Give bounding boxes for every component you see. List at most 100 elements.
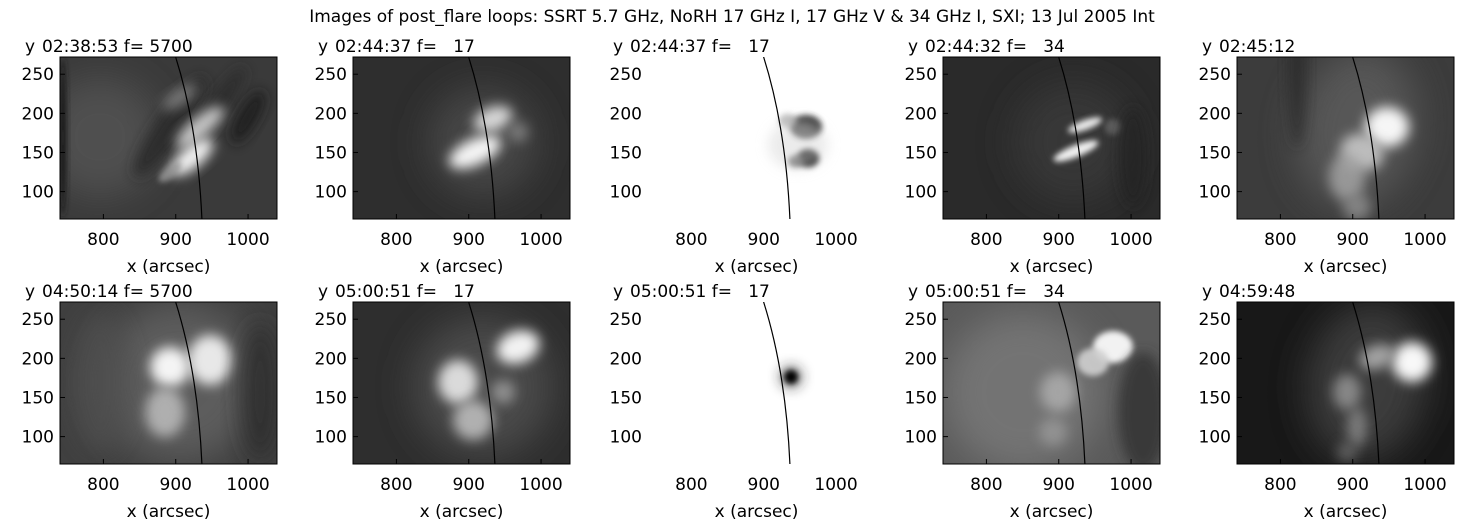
- x-axis-label: x (arcsec): [420, 502, 504, 522]
- emission-source: [473, 105, 513, 133]
- y-tick-label: 150: [22, 388, 54, 408]
- y-tick-label: 250: [610, 65, 642, 85]
- solar-image: [60, 57, 277, 219]
- emission-source: [150, 347, 190, 387]
- x-tick-label: 800: [970, 230, 1002, 250]
- y-tick-label: 200: [315, 104, 347, 124]
- image-panel: y 05:00:51 f= 17 100 150 200 250 800 900 1000 x (…: [610, 282, 865, 522]
- solar-image: [1237, 57, 1454, 219]
- emission-source: [133, 77, 207, 177]
- emission-source: [1040, 372, 1076, 412]
- y-tick-label: 150: [1199, 388, 1231, 408]
- y-axis-name: y: [908, 282, 918, 302]
- image-panel: y 02:45:12 100 150 200 250 800 900 1000 x (arcsec…: [1199, 37, 1455, 277]
- solar-limb: [174, 302, 203, 464]
- y-tick-label: 100: [610, 428, 642, 448]
- image-frame: [1236, 56, 1455, 220]
- x-tick-label: 1000: [1403, 230, 1446, 250]
- x-tick-label: 900: [453, 475, 485, 495]
- x-tick-label: 900: [1043, 230, 1075, 250]
- y-axis-name: y: [908, 37, 918, 57]
- y-tick-label: 100: [610, 183, 642, 203]
- emission-source: [1306, 302, 1428, 462]
- x-axis-label: x (arcsec): [715, 502, 799, 522]
- emission-source: [1039, 418, 1067, 446]
- y-tick-label: 250: [1199, 310, 1231, 330]
- y-axis-name: y: [318, 37, 328, 57]
- emission-source: [1333, 374, 1361, 410]
- y-tick-label: 200: [315, 349, 347, 369]
- x-tick-label: 800: [380, 230, 412, 250]
- emission-source: [1392, 342, 1432, 382]
- y-tick-label: 100: [1199, 428, 1231, 448]
- panel-header: 02:44:37 f= 17: [630, 37, 770, 57]
- y-tick-label: 200: [1199, 349, 1231, 369]
- emission-source: [768, 120, 828, 170]
- y-tick-label: 200: [905, 349, 937, 369]
- image-frame: [352, 301, 571, 465]
- panel-header: 05:00:51 f= 17: [630, 282, 770, 302]
- image-panel: y 05:00:51 f= 34 100 150 200 250 800 900 1000 x (…: [905, 282, 1161, 522]
- x-tick-label: 900: [453, 230, 485, 250]
- panel-header: 02:45:12: [1219, 37, 1295, 57]
- y-axis-name: y: [1202, 37, 1212, 57]
- image-panel: y 02:44:37 f= 17 100 150 200 250 800 900 1000 x (…: [610, 37, 865, 277]
- emission-source: [438, 360, 478, 404]
- solar-limb: [1057, 57, 1086, 219]
- emission-source: [453, 400, 493, 440]
- image-background: [648, 302, 865, 464]
- emission-source: [1077, 348, 1109, 376]
- x-axis-label: x (arcsec): [127, 502, 211, 522]
- x-tick-label: 800: [675, 475, 707, 495]
- emission-source: [1067, 117, 1103, 133]
- emission-source: [60, 77, 160, 197]
- emission-source: [188, 335, 232, 385]
- emission-source: [1365, 107, 1409, 147]
- y-tick-label: 200: [905, 104, 937, 124]
- x-tick-label: 900: [1337, 230, 1369, 250]
- emission-source: [162, 83, 198, 111]
- y-tick-label: 200: [610, 349, 642, 369]
- solar-image: [648, 57, 865, 219]
- panel-header: 02:44:37 f= 17: [335, 37, 475, 57]
- y-tick-label: 250: [905, 310, 937, 330]
- image-panel: y 04:59:48 100 150 200 250 800 900 1000 x (arcsec…: [1199, 282, 1455, 522]
- y-tick-label: 200: [22, 349, 54, 369]
- y-tick-label: 250: [22, 310, 54, 330]
- image-background: [648, 57, 865, 219]
- panel-header: 02:44:32 f= 34: [925, 37, 1065, 57]
- y-tick-label: 100: [905, 183, 937, 203]
- y-axis-name: y: [613, 282, 623, 302]
- y-tick-label: 250: [1199, 65, 1231, 85]
- image-panel: y 04:50:14 f= 5700 100 150 200 250 800 900 1000 x…: [22, 282, 278, 522]
- emission-source: [496, 330, 540, 364]
- x-axis-label: x (arcsec): [1304, 257, 1388, 277]
- emission-source: [1343, 193, 1371, 219]
- emission-source: [1053, 140, 1099, 162]
- x-tick-label: 800: [1264, 475, 1296, 495]
- emission-source: [60, 57, 67, 217]
- x-axis-label: x (arcsec): [1010, 257, 1094, 277]
- solar-image: [353, 302, 570, 464]
- emission-source: [1347, 407, 1367, 447]
- solar-limb: [1351, 57, 1380, 219]
- panel-header: 04:59:48: [1219, 282, 1295, 302]
- y-tick-label: 150: [905, 143, 937, 163]
- emission-source: [70, 312, 130, 452]
- emission-source: [1118, 107, 1148, 207]
- image-panel: y 05:00:51 f= 17 100 150 200 250 800 900 1000 x (…: [315, 282, 571, 522]
- solar-limb: [467, 57, 496, 219]
- solar-limb: [1057, 302, 1086, 464]
- y-tick-label: 200: [1199, 104, 1231, 124]
- image-frame: [59, 301, 278, 465]
- x-tick-label: 800: [87, 230, 119, 250]
- solar-image: [1237, 302, 1454, 464]
- y-axis-name: y: [1202, 282, 1212, 302]
- solar-limb: [1351, 302, 1380, 464]
- image-panel: y 02:44:32 f= 34 100 150 200 250 800 900 1000 x (…: [905, 37, 1161, 277]
- y-tick-label: 100: [22, 428, 54, 448]
- x-tick-label: 900: [1337, 475, 1369, 495]
- panel-header: 05:00:51 f= 17: [335, 282, 475, 302]
- y-tick-label: 150: [315, 388, 347, 408]
